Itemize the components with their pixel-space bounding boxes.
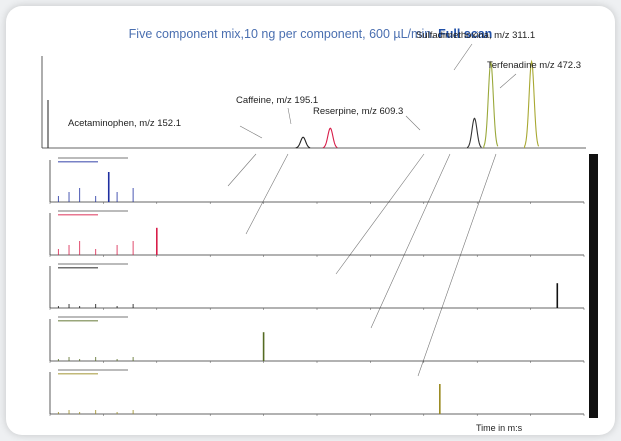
tic-peak-5	[524, 59, 540, 148]
arrow-sulfadimethoxina	[453, 43, 473, 71]
panel-5-legend	[58, 373, 98, 375]
panel-1-header	[58, 157, 128, 159]
label-acetaminophen: Acetaminophen, m/z 152.1	[68, 118, 181, 129]
chromatogram-chart: Acetaminophen, m/z 152.1 Caffeine, m/z 1…	[41, 30, 598, 433]
connector-5	[417, 153, 497, 377]
tic-peak-4	[483, 60, 499, 148]
label-sulfadimethoxina: Sulfadimethoxina, m/z 311.1	[416, 30, 535, 41]
connector-3	[335, 153, 425, 275]
tic-peak-2	[322, 127, 338, 149]
panel-4-legend	[58, 320, 98, 322]
connector-1	[227, 153, 257, 187]
right-scroll-bar	[589, 154, 598, 418]
connector-4	[370, 153, 451, 329]
arrow-caffeine	[287, 107, 292, 125]
panel-3-legend	[58, 267, 98, 269]
arrow-terfenadine	[499, 73, 517, 89]
arrow-reserpine	[405, 115, 421, 131]
label-terfenadine: Terfenadine m/z 472.3	[487, 60, 581, 71]
panel-5-header	[58, 369, 128, 371]
tic-peak-1	[295, 136, 311, 149]
arrow-acetaminophen	[239, 125, 263, 139]
label-caffeine: Caffeine, m/z 195.1	[236, 95, 318, 106]
tic-peak-3	[466, 117, 482, 148]
connector-2	[245, 153, 289, 235]
tic-plot	[47, 59, 540, 149]
panel-4-header	[58, 316, 128, 318]
panel-2-legend	[58, 214, 98, 216]
panel-3-header	[58, 263, 128, 265]
chart-title: Five component mix,10 ng per component, …	[128, 27, 493, 41]
label-reserpine: Reserpine, m/z 609.3	[313, 106, 403, 117]
chart-card: Five component mix,10 ng per component, …	[6, 6, 615, 435]
x-axis-label: Time in m:s	[476, 423, 523, 433]
panel-2-header	[58, 210, 128, 212]
panel-1-legend	[58, 161, 98, 163]
extracted-ion-panels	[49, 157, 585, 416]
